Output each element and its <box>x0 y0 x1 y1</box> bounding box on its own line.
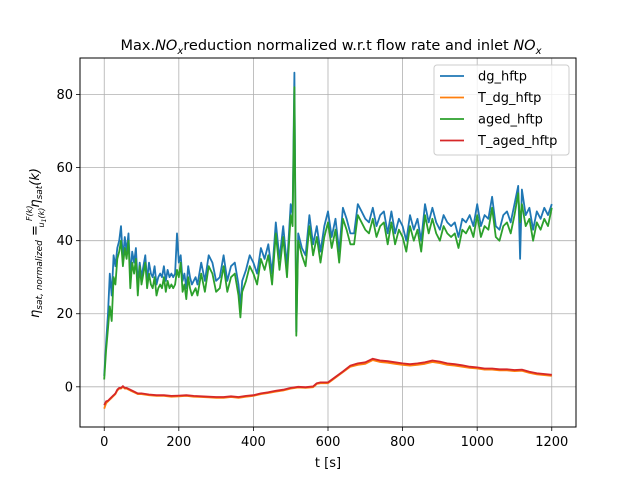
legend-label: aged_hftp <box>478 113 543 128</box>
x-tick-label: 400 <box>241 435 266 450</box>
x-axis-ticks: 0 200 400 600 800 1000 1200 <box>100 427 568 450</box>
x-tick-label: 1200 <box>535 435 568 450</box>
series-line-dg-hftp <box>103 71 553 376</box>
y-tick-label: 20 <box>56 307 73 322</box>
series-line-aged-hftp <box>103 86 553 380</box>
series-line-t-aged-hftp <box>103 357 552 406</box>
chart-title: Max.NOxreduction normalized w.r.t flow r… <box>120 38 541 57</box>
x-tick-label: 800 <box>390 435 415 450</box>
x-tick-label: 600 <box>316 435 341 450</box>
y-tick-label: 0 <box>65 380 73 395</box>
y-tick-label: 40 <box>56 234 73 249</box>
y-axis-ticks: 0 20 40 60 80 <box>56 88 80 395</box>
y-tick-label: 80 <box>56 88 73 103</box>
x-tick-label: 0 <box>100 435 108 450</box>
x-axis-label: t [s] <box>315 456 341 471</box>
x-tick-label: 200 <box>166 435 191 450</box>
legend-label: dg_hftp <box>478 70 527 85</box>
legend-label: T_dg_hftp <box>477 91 541 106</box>
y-tick-label: 60 <box>56 161 73 176</box>
x-tick-label: 1000 <box>461 435 494 450</box>
legend-label: T_aged_hftp <box>477 134 557 149</box>
plot-lines <box>103 71 553 409</box>
y-axis-label: ηsat, normalized = F(k)u1(k)ηsat(k) <box>25 168 48 318</box>
legend: dg_hftp T_dg_hftp aged_hftp T_aged_hftp <box>433 64 570 156</box>
legend-box <box>433 64 570 156</box>
